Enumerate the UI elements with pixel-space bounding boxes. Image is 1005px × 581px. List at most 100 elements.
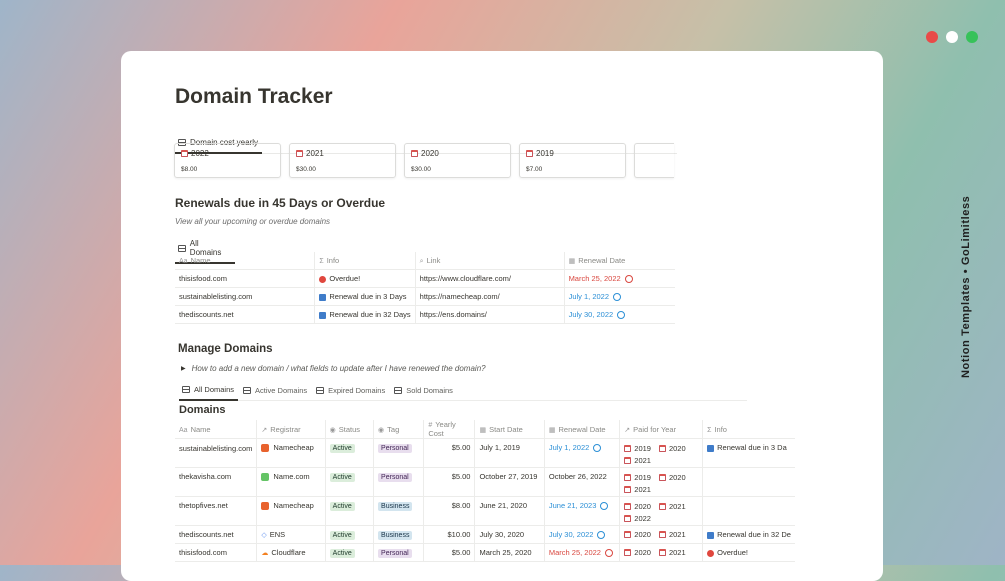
table-row[interactable]: sustainablelisting.com Renewal due in 3 …: [175, 287, 675, 306]
cell-status[interactable]: Active: [325, 525, 375, 544]
calendar-icon: [624, 548, 632, 556]
cell-tag[interactable]: Personal: [373, 467, 425, 497]
manage-domains-title: Manage Domains: [178, 343, 273, 355]
calendar-icon: [624, 445, 632, 452]
table-row[interactable]: thisisfood.com Overdue! https://www.clou…: [175, 269, 675, 288]
col-link[interactable]: ⌕ Link: [415, 252, 565, 270]
cell-paid-years[interactable]: 2019 2020 2021: [619, 438, 704, 468]
cell-renewal[interactable]: July 1, 2022: [544, 438, 621, 468]
tab-all-domains[interactable]: All Domains: [179, 381, 239, 401]
col-paid-for-year[interactable]: ↗ Paid for Year: [619, 420, 704, 439]
col-name[interactable]: Aa Name: [175, 420, 258, 439]
renewals-subtitle: View all your upcoming or overdue domain…: [175, 217, 331, 226]
cell-name[interactable]: thisisfood.com: [175, 269, 316, 288]
cell-start[interactable]: October 27, 2019: [474, 467, 545, 497]
cell-renewal[interactable]: October 26, 2022: [544, 467, 621, 497]
toggle-triangle-icon[interactable]: ▶: [181, 366, 186, 372]
cell-start[interactable]: June 21, 2020: [474, 496, 545, 526]
cell-tag[interactable]: Business: [373, 496, 425, 526]
cell-registrar[interactable]: Name.com: [256, 467, 326, 497]
cell-link[interactable]: https://namecheap.com/: [415, 287, 565, 306]
cell-paid-years[interactable]: 2020 2021: [619, 543, 704, 562]
cell-link[interactable]: https://www.cloudflare.com/: [415, 269, 565, 288]
cell-registrar[interactable]: ◇ ENS: [256, 525, 326, 544]
col-renewal-date[interactable]: ▦ Renewal Date: [544, 420, 621, 439]
table-row[interactable]: thisisfood.com ☁ Cloudflare Active Person…: [175, 543, 795, 562]
cloudflare-icon: ☁: [261, 550, 269, 557]
col-registrar[interactable]: ↗ Registrar: [256, 420, 326, 439]
text-icon: Aa: [179, 426, 188, 434]
col-info[interactable]: Σ Info: [702, 420, 795, 439]
help-toggle[interactable]: ▶ How to add a new domain / what fields …: [181, 364, 486, 373]
tab-domain-cost-yearly[interactable]: Domain cost yearly: [175, 134, 263, 154]
cell-name[interactable]: thediscounts.net: [175, 525, 258, 544]
cell-status[interactable]: Active: [325, 496, 375, 526]
card-year: 2021: [306, 149, 324, 158]
col-name[interactable]: Aa Name: [175, 252, 316, 270]
cell-renewal-date[interactable]: March 25, 2022: [564, 269, 675, 288]
cell-renewal[interactable]: March 25, 2022: [544, 543, 621, 562]
cell-status[interactable]: Active: [325, 467, 375, 497]
cell-name[interactable]: thetopfives.net: [175, 496, 258, 526]
col-start-date[interactable]: ▦ Start Date: [474, 420, 545, 439]
cell-tag[interactable]: Personal: [373, 438, 425, 468]
table-row[interactable]: sustainablelisting.com Namecheap Active …: [175, 438, 795, 468]
cell-cost[interactable]: $8.00: [423, 496, 476, 526]
cell-name[interactable]: thisisfood.com: [175, 543, 258, 562]
cell-paid-years[interactable]: 2020 2021: [619, 525, 704, 544]
cost-card-partial[interactable]: [634, 143, 674, 178]
cell-renewal[interactable]: July 30, 2022: [544, 525, 621, 544]
cell-cost[interactable]: $5.00: [423, 543, 476, 562]
tab-expired-domains[interactable]: Expired Domains: [313, 381, 389, 400]
cell-start[interactable]: July 1, 2019: [474, 438, 545, 468]
table-icon: [316, 386, 325, 394]
col-tag[interactable]: ◉ Tag: [373, 420, 425, 439]
cell-registrar[interactable]: ☁ Cloudflare: [256, 543, 326, 562]
cell-renewal[interactable]: June 21, 2023: [544, 496, 621, 526]
cell-status[interactable]: Active: [325, 438, 375, 468]
table-row[interactable]: thediscounts.net ◇ ENS Active Business $1…: [175, 525, 795, 544]
cell-cost[interactable]: $5.00: [423, 438, 476, 468]
text-icon: Aa: [179, 258, 188, 265]
cell-registrar[interactable]: Namecheap: [256, 496, 326, 526]
col-renewal-date[interactable]: ▦ Renewal Date: [564, 252, 675, 270]
cell-renewal-date[interactable]: July 30, 2022: [564, 305, 675, 324]
cell-start[interactable]: March 25, 2020: [474, 543, 545, 562]
cell-info: Renewal due in 3 Da: [702, 438, 795, 468]
col-status[interactable]: ◉ Status: [325, 420, 375, 439]
cell-registrar[interactable]: Namecheap: [256, 438, 326, 468]
cell-name[interactable]: sustainablelisting.com: [175, 287, 316, 306]
cell-link[interactable]: https://ens.domains/: [415, 305, 565, 324]
cell-name[interactable]: thediscounts.net: [175, 305, 316, 324]
cost-card-2021[interactable]: 2021 $30.00: [289, 143, 396, 178]
table-row[interactable]: thekavisha.com Name.com Active Personal …: [175, 467, 795, 497]
calendar-icon: [658, 503, 666, 510]
col-yearly-cost[interactable]: # Yearly Cost: [423, 420, 476, 439]
cell-paid-years[interactable]: 2020 2021 2022: [619, 496, 704, 526]
cell-tag[interactable]: Business: [373, 525, 425, 544]
cell-renewal-date[interactable]: July 1, 2022: [564, 287, 675, 306]
info-icon: [319, 311, 327, 319]
tab-active-domains[interactable]: Active Domains: [240, 381, 311, 400]
cell-name[interactable]: sustainablelisting.com: [175, 438, 258, 468]
cell-status[interactable]: Active: [325, 543, 375, 562]
cell-paid-years[interactable]: 2019 2020 2021: [619, 467, 704, 497]
cost-card-2022[interactable]: 2022 $8.00: [174, 143, 281, 178]
tab-sold-domains[interactable]: Sold Domains: [391, 381, 457, 400]
minimize-dot[interactable]: [946, 31, 958, 43]
domains-db-title: Domains: [179, 404, 226, 416]
cell-cost[interactable]: $5.00: [423, 467, 476, 497]
cell-tag[interactable]: Personal: [373, 543, 425, 562]
col-info[interactable]: Σ Info: [314, 252, 416, 270]
cost-card-2020[interactable]: 2020 $30.00: [404, 143, 511, 178]
calendar-icon: [181, 150, 188, 157]
cell-cost[interactable]: $10.00: [423, 525, 476, 544]
maximize-dot[interactable]: [966, 31, 978, 43]
cost-card-2019[interactable]: 2019 $7.00: [519, 143, 626, 178]
cell-start[interactable]: July 30, 2020: [474, 525, 545, 544]
close-dot[interactable]: [926, 31, 938, 43]
table-row[interactable]: thediscounts.net Renewal due in 32 Days …: [175, 305, 675, 324]
calendar-icon: [296, 150, 303, 157]
cell-name[interactable]: thekavisha.com: [175, 467, 258, 497]
table-row[interactable]: thetopfives.net Namecheap Active Busines…: [175, 496, 795, 526]
